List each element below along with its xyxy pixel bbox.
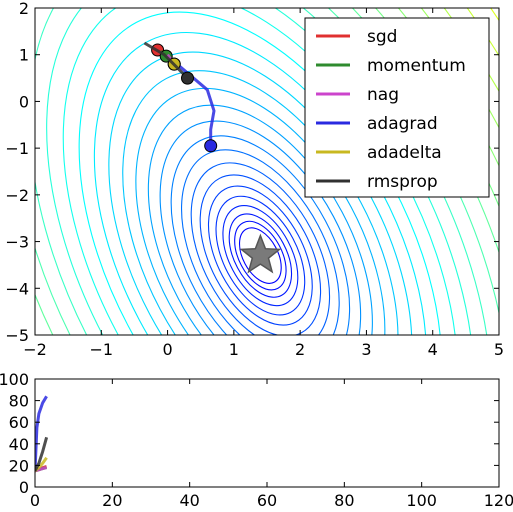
marker-adagrad [204,139,218,153]
loss-x-axis: 0 20 40 60 80 100 120 [30,379,513,510]
loss-plot-background [35,379,499,487]
y-tick-label: −2 [5,186,29,205]
contour-line [228,213,293,298]
x-tick-label: 1 [229,340,239,359]
x-tick-label: 2 [295,340,305,359]
contour-line [234,220,287,291]
contour-line [147,104,373,335]
contour-line [199,174,322,335]
x-tick-label: 20 [102,491,122,510]
contour-line [222,205,299,307]
loss-line-rmsprop [35,436,49,472]
loss-y-axis: 0 20 40 60 80 100 [0,370,499,497]
x-tick-label: 60 [257,491,277,510]
contour-line [122,70,399,335]
y-tick-label: 2 [19,0,29,18]
legend-label-sgd: sgd [367,27,397,47]
y-tick-label: 0 [19,92,29,111]
x-tick-label: −2 [23,340,47,359]
legend-label-rmsprop: rmsprop [367,172,438,192]
legend-label-nag: nag [367,85,399,105]
legend-entry-nag: nag [316,85,399,105]
x-tick-label: 4 [428,340,438,359]
y-tick-label: 0 [19,478,29,497]
legend-entry-sgd: sgd [316,27,397,47]
legend-box [304,17,490,198]
y-tick-label: −1 [5,139,29,158]
contour-line [170,135,351,335]
x-tick-label: 0 [162,340,172,359]
legend-entry-rmsprop: rmsprop [316,172,438,192]
y-tick-label: 20 [9,456,29,475]
minimum-star [239,233,282,274]
path-adagrad [173,60,216,146]
contour-line [238,227,282,284]
contour-line [190,162,331,335]
path-rmsprop [143,41,189,80]
x-tick-label: 5 [494,340,504,359]
contour-x-axis: −2 −1 0 1 2 3 4 5 [23,8,504,359]
y-tick-label: −3 [5,233,29,252]
x-tick-label: 100 [406,491,437,510]
minimum-star-marker [239,233,282,274]
x-tick-label: 80 [334,491,354,510]
contour-plot-frame [34,7,500,336]
y-tick-label: 1 [19,46,29,65]
contour-line [215,195,306,316]
y-tick-label: 80 [9,392,29,411]
legend-label-adagrad: adagrad [367,114,438,134]
marker-rmsprop [181,71,194,85]
legend-label-momentum: momentum [367,56,466,76]
x-tick-label: 120 [484,491,513,510]
y-tick-label: 60 [9,413,29,432]
y-tick-label: 100 [0,370,29,389]
loss-line-adagrad [35,395,48,471]
y-tick-label: −5 [5,326,29,345]
legend-label-adadelta: adadelta [367,143,442,163]
legend-entry-adagrad: adagrad [316,114,438,134]
contour-y-axis: −5 −4 −3 −2 −1 0 1 2 [5,0,499,345]
legend-entry-momentum: momentum [316,56,466,76]
loss-lines [35,395,49,473]
x-tick-label: −1 [89,340,113,359]
legend-entry-adadelta: adadelta [316,143,442,163]
contour-line [159,120,362,335]
contour-line [180,149,340,335]
x-tick-label: 40 [179,491,199,510]
optimizer-paths [143,41,218,153]
x-tick-label: 0 [30,491,40,510]
contour-line [207,185,313,326]
contour-line [135,87,386,335]
y-tick-label: −4 [5,279,29,298]
legend: sgd momentum nag adagrad adadelta rmspro… [304,17,490,198]
y-tick-label: 40 [9,435,29,454]
x-tick-label: 3 [361,340,371,359]
